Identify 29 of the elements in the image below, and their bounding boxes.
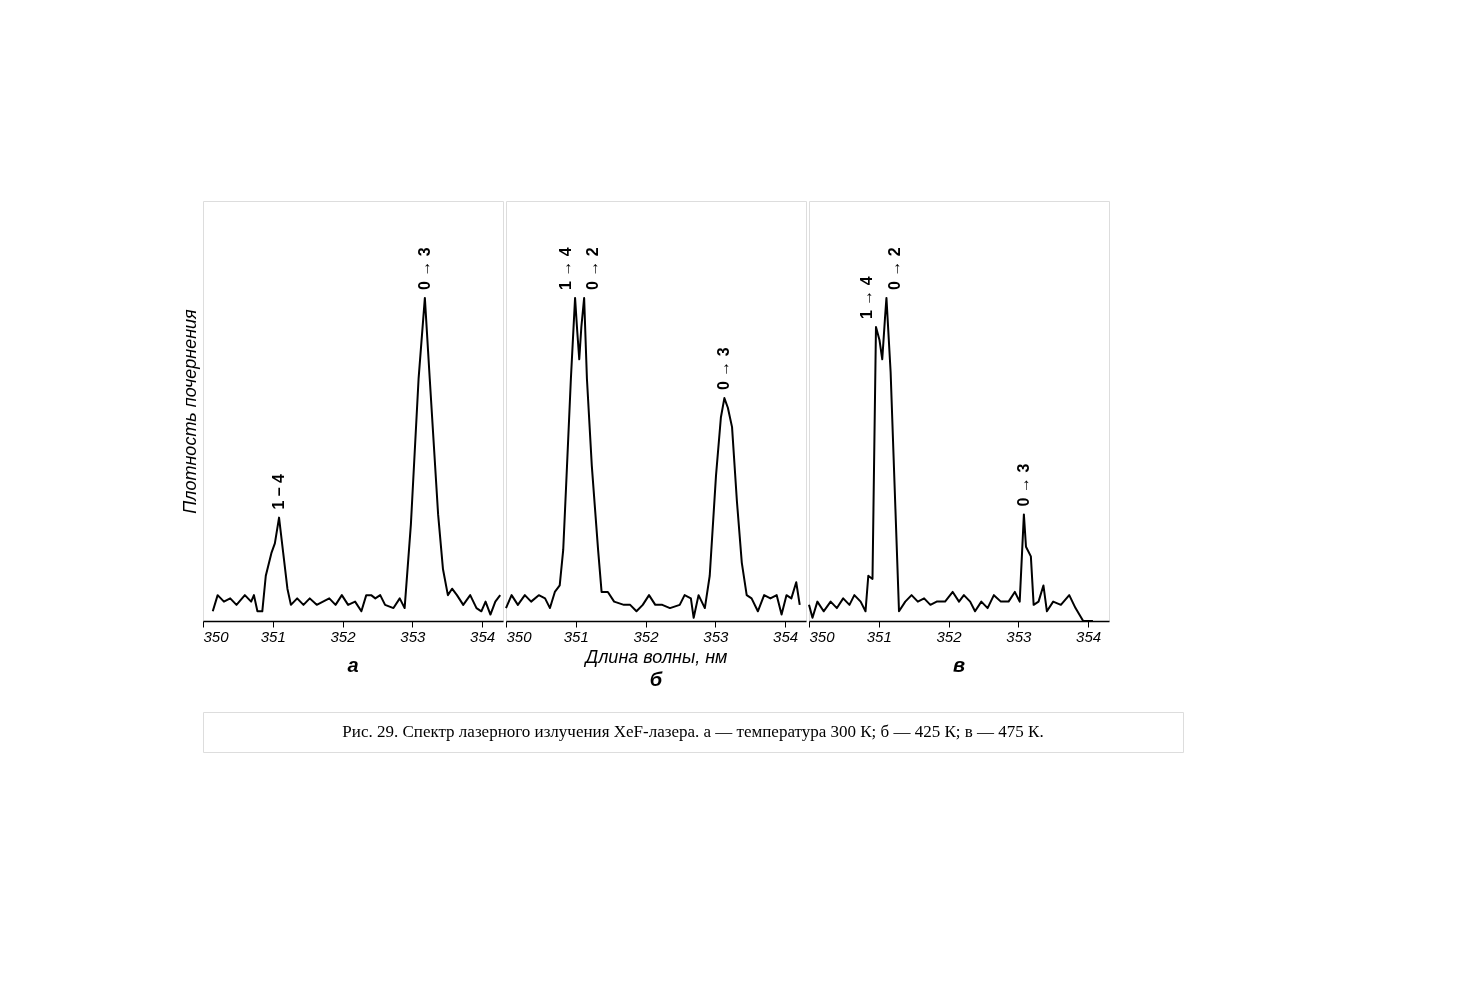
x-tick-label: 350 (506, 627, 533, 645)
y-axis-title: Плотность почернения (179, 308, 200, 514)
x-tick-label: 353 (1006, 627, 1032, 645)
annotation: 0 → 3 (1014, 463, 1032, 507)
x-tick-label: 352 (936, 627, 963, 645)
x-tick-label: 351 (260, 627, 286, 645)
x-tick-label: 351 (563, 627, 589, 645)
x-tick-label: 351 (866, 627, 892, 645)
annotation: 0 → 3 (415, 247, 433, 290)
annotation: 1 – 4 (270, 473, 288, 510)
x-tick-label: 354 (1076, 627, 1102, 645)
annotation: 0 → 2 (584, 247, 602, 290)
annotation: 1 → 4 (557, 247, 575, 290)
x-tick-label: 354 (470, 627, 496, 645)
x-axis-title: Длина волны, нм (583, 646, 728, 667)
x-tick-label: 350 (809, 627, 836, 645)
x-tick-label: 353 (703, 627, 729, 645)
x-tick-label: 352 (633, 627, 660, 645)
text: а (347, 654, 359, 676)
x-tick-label: 353 (400, 627, 426, 645)
text: в (952, 654, 966, 676)
annotation: 0 → 3 (715, 347, 733, 391)
x-tick-label: 352 (330, 627, 357, 645)
text: Рис. 29. Спектр лазерного излучения XeF-лазера. а — температура 300 К; б — 425 К; в — 475 К. (342, 722, 1044, 741)
x-tick-label: 354 (773, 627, 799, 645)
x-tick-label: 350 (203, 627, 230, 645)
annotation: 1 → 4 (857, 276, 875, 319)
text: б (649, 668, 663, 690)
annotation: 0 → 2 (886, 247, 904, 290)
